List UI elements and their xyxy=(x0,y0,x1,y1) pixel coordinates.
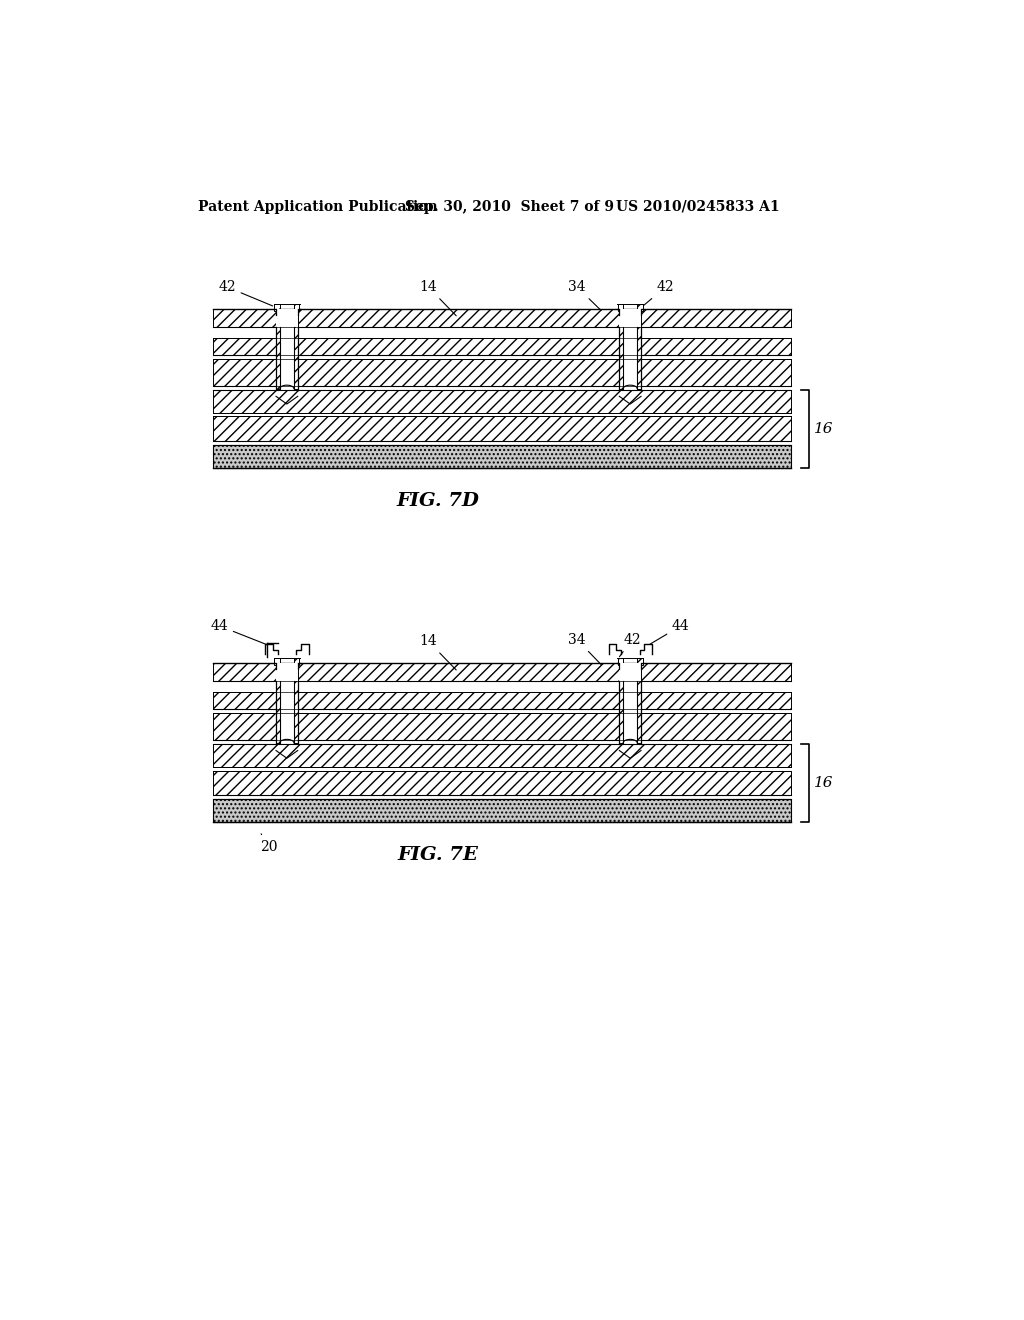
Bar xyxy=(620,663,641,681)
Bar xyxy=(294,659,299,665)
Bar xyxy=(637,659,643,665)
Bar xyxy=(294,304,299,312)
Bar xyxy=(213,445,791,469)
Bar xyxy=(213,327,791,338)
Text: FIG. 7D: FIG. 7D xyxy=(396,492,479,510)
Bar xyxy=(213,692,791,709)
Text: 16: 16 xyxy=(814,776,834,791)
Bar xyxy=(624,681,637,743)
Text: 16: 16 xyxy=(814,422,834,436)
Bar xyxy=(213,359,791,385)
Bar xyxy=(276,664,280,743)
Bar xyxy=(213,713,791,739)
Bar xyxy=(213,309,791,327)
Bar xyxy=(213,771,791,795)
Bar xyxy=(274,304,280,312)
Text: 34: 34 xyxy=(568,632,601,664)
Bar xyxy=(637,310,641,388)
Bar xyxy=(624,327,637,388)
Text: 34: 34 xyxy=(568,280,601,310)
Bar xyxy=(213,416,791,441)
Bar xyxy=(274,659,280,665)
Bar xyxy=(294,310,298,388)
Bar xyxy=(213,338,791,355)
Bar xyxy=(637,304,643,312)
Text: Sep. 30, 2010  Sheet 7 of 9: Sep. 30, 2010 Sheet 7 of 9 xyxy=(404,199,613,214)
Text: 14: 14 xyxy=(420,634,457,671)
Text: Patent Application Publication: Patent Application Publication xyxy=(198,199,437,214)
Text: US 2010/0245833 A1: US 2010/0245833 A1 xyxy=(616,199,780,214)
Bar xyxy=(213,391,791,412)
Text: 42: 42 xyxy=(218,280,272,306)
Bar xyxy=(637,664,641,743)
Bar xyxy=(280,327,294,388)
Bar xyxy=(617,659,624,665)
Text: FIG. 7E: FIG. 7E xyxy=(397,846,478,865)
Bar xyxy=(617,304,624,312)
Bar xyxy=(213,744,791,767)
Text: 44: 44 xyxy=(649,619,690,644)
Text: 44: 44 xyxy=(210,619,267,644)
Text: 42: 42 xyxy=(620,632,641,656)
Bar xyxy=(280,681,294,743)
Bar xyxy=(213,663,791,681)
Bar xyxy=(276,663,298,681)
Bar xyxy=(213,799,791,822)
Bar xyxy=(294,664,298,743)
Text: 42: 42 xyxy=(644,280,674,305)
Bar xyxy=(620,310,624,388)
Bar xyxy=(276,309,298,327)
Bar xyxy=(213,681,791,692)
Bar xyxy=(276,310,280,388)
Text: 14: 14 xyxy=(420,280,457,315)
Text: 20: 20 xyxy=(260,834,278,854)
Bar xyxy=(620,309,641,327)
Bar xyxy=(620,664,624,743)
